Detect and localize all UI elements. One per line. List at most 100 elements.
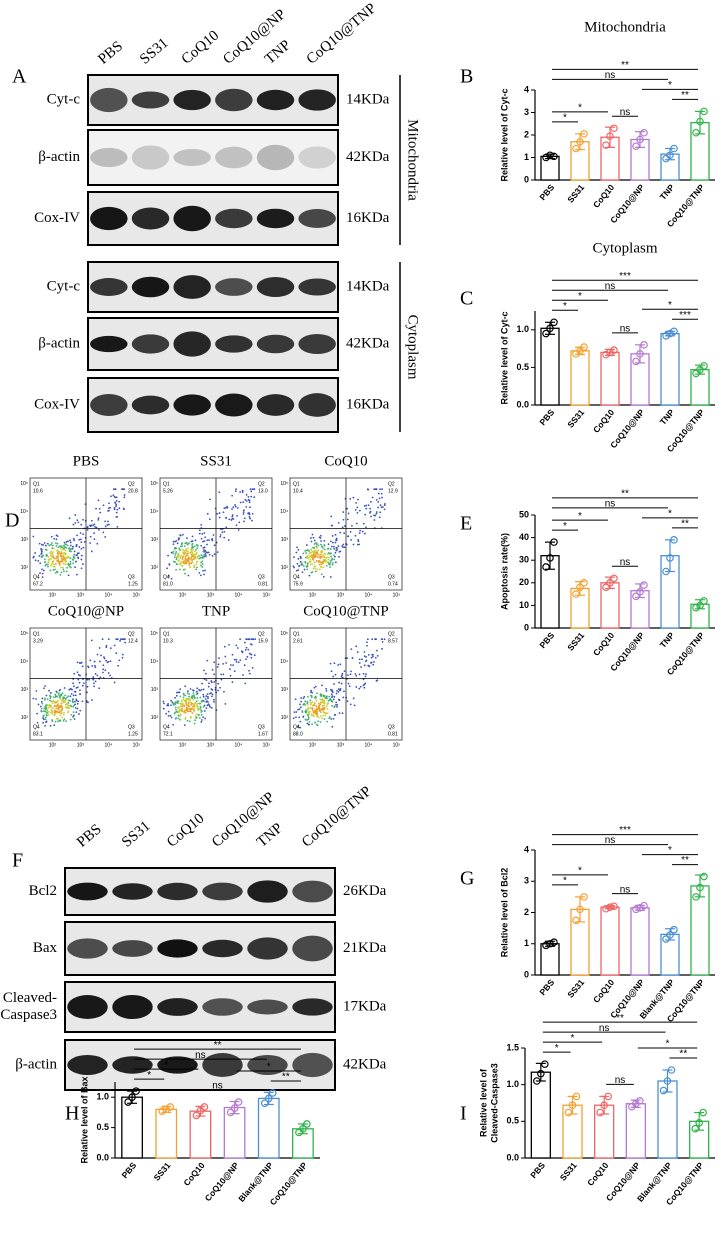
- flow-event: [234, 505, 237, 508]
- flow-event: [74, 703, 77, 706]
- flow-event: [317, 553, 320, 556]
- flow-event: [170, 716, 173, 719]
- flow-event: [101, 638, 104, 641]
- flow-event: [55, 544, 58, 547]
- flow-event: [210, 692, 212, 694]
- flow-event: [55, 534, 58, 537]
- flow-event: [107, 507, 110, 510]
- quadrant-name: Q3: [258, 724, 265, 730]
- flow-event: [91, 699, 93, 701]
- flow-event: [239, 491, 242, 493]
- quadrant-name: Q1: [293, 481, 300, 487]
- flow-event: [202, 540, 204, 543]
- flow-event: [330, 693, 333, 696]
- data-point: [692, 603, 700, 612]
- flow-event: [59, 574, 62, 576]
- flow-tick-label: 10²: [309, 592, 317, 598]
- data-point: [542, 941, 550, 950]
- flow-tick-label: 10⁵: [280, 631, 288, 637]
- flow-event: [74, 707, 77, 709]
- data-point: [700, 872, 708, 881]
- flow-event: [49, 692, 52, 694]
- flow-event: [374, 488, 377, 491]
- data-point: [234, 1098, 243, 1106]
- flow-event: [49, 569, 52, 572]
- significance-label: *: [666, 1039, 670, 1050]
- flow-event: [323, 556, 326, 558]
- flow-event: [310, 713, 313, 716]
- flow-event: [326, 556, 328, 559]
- flow-event: [230, 519, 233, 521]
- flow-event: [49, 565, 52, 567]
- flow-event: [51, 720, 54, 723]
- y-tick-label: 2: [524, 907, 529, 917]
- flow-event: [304, 711, 307, 714]
- flow-event: [187, 557, 190, 559]
- flow-event: [175, 708, 177, 711]
- flow-event: [43, 710, 46, 712]
- flow-event: [323, 702, 326, 704]
- flow-event: [193, 722, 196, 725]
- flow-event: [180, 554, 183, 557]
- data-point: [696, 601, 704, 610]
- flow-event: [365, 655, 368, 658]
- data-point: [670, 536, 678, 544]
- quadrant-value: 0.74: [388, 581, 398, 587]
- flow-event: [167, 714, 170, 717]
- flow-event: [372, 663, 375, 666]
- y-tick-label: 1.0: [516, 324, 529, 334]
- flow-event: [247, 512, 250, 515]
- significance-label: ***: [679, 310, 691, 321]
- data-point: [550, 538, 558, 546]
- flow-event: [53, 713, 56, 716]
- data-point: [636, 588, 644, 596]
- flow-event: [236, 515, 238, 517]
- flow-event: [335, 537, 338, 540]
- quadrant-name: Q2: [258, 631, 265, 637]
- flow-event: [204, 549, 206, 552]
- flow-event: [167, 704, 170, 707]
- flow-event: [75, 545, 78, 548]
- flow-event: [337, 545, 340, 547]
- data-point: [541, 1060, 549, 1068]
- flow-event: [334, 541, 337, 544]
- flow-event: [223, 645, 226, 648]
- flow-event: [322, 566, 325, 569]
- flow-event: [357, 498, 359, 501]
- flow-event: [56, 556, 59, 559]
- flow-event: [171, 701, 174, 704]
- flow-event: [313, 547, 316, 550]
- flow-event: [300, 697, 303, 699]
- flow-event: [320, 563, 323, 565]
- data-point: [696, 117, 704, 126]
- flow-event: [208, 518, 211, 521]
- flow-event: [217, 682, 220, 685]
- flow-event: [251, 519, 253, 522]
- flow-event: [195, 690, 198, 693]
- flow-event: [336, 705, 338, 708]
- flow-event: [116, 638, 119, 641]
- flow-event: [167, 710, 170, 713]
- flow-event: [374, 638, 377, 641]
- flow-tick-label: 10⁴: [365, 742, 373, 748]
- flow-event: [57, 703, 60, 705]
- flow-event: [106, 524, 109, 526]
- flow-event: [244, 649, 247, 651]
- flow-event: [55, 538, 58, 541]
- flow-event: [75, 711, 78, 714]
- flow-event: [52, 696, 55, 699]
- flow-event: [66, 556, 69, 559]
- flow-event: [190, 550, 193, 552]
- flow-event: [380, 506, 383, 509]
- flow-event: [39, 562, 42, 565]
- flow-event: [192, 689, 194, 692]
- flow-event: [81, 700, 84, 703]
- significance-label: *: [668, 845, 672, 856]
- flow-event: [50, 542, 53, 544]
- flow-event: [218, 512, 221, 514]
- flow-event: [62, 696, 65, 699]
- flow-event: [304, 556, 307, 559]
- flow-event: [67, 540, 69, 543]
- flow-event: [243, 520, 245, 523]
- flow-event: [254, 638, 257, 641]
